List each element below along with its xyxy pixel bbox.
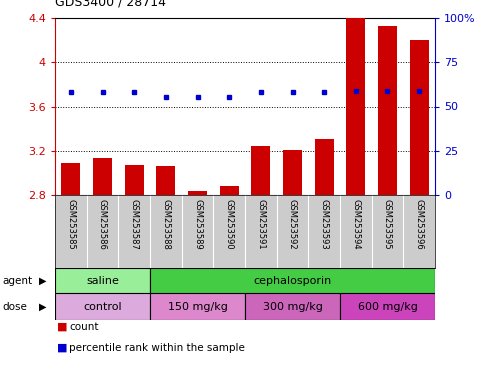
Text: dose: dose	[2, 301, 28, 311]
Text: saline: saline	[86, 275, 119, 285]
Text: count: count	[70, 322, 99, 332]
Text: GSM253589: GSM253589	[193, 199, 202, 249]
Bar	[93, 159, 112, 195]
Text: control: control	[83, 301, 122, 311]
Text: GSM253588: GSM253588	[161, 199, 170, 250]
Text: ■: ■	[57, 322, 68, 332]
Bar	[314, 139, 334, 195]
Bar	[150, 293, 245, 320]
Bar	[283, 150, 302, 195]
Text: GDS3400 / 28714: GDS3400 / 28714	[55, 0, 166, 8]
Text: 600 mg/kg: 600 mg/kg	[357, 301, 417, 311]
Text: 150 mg/kg: 150 mg/kg	[168, 301, 227, 311]
Bar	[340, 293, 435, 320]
Bar	[55, 268, 150, 293]
Bar	[188, 190, 207, 195]
Text: ▶: ▶	[39, 301, 47, 311]
Text: GSM253593: GSM253593	[320, 199, 328, 249]
Bar	[156, 166, 175, 195]
Text: percentile rank within the sample: percentile rank within the sample	[70, 343, 245, 353]
Bar	[125, 165, 143, 195]
Text: GSM253585: GSM253585	[66, 199, 75, 249]
Text: ▶: ▶	[39, 275, 47, 285]
Text: GSM253591: GSM253591	[256, 199, 265, 249]
Text: GSM253595: GSM253595	[383, 199, 392, 249]
Bar	[245, 293, 340, 320]
Text: ■: ■	[57, 343, 68, 353]
Bar	[150, 268, 435, 293]
Text: GSM253587: GSM253587	[129, 199, 139, 250]
Bar	[220, 186, 239, 195]
Bar	[55, 293, 150, 320]
Bar	[251, 146, 270, 195]
Text: agent: agent	[2, 275, 32, 285]
Bar	[410, 40, 429, 195]
Text: 300 mg/kg: 300 mg/kg	[263, 301, 323, 311]
Text: GSM253594: GSM253594	[351, 199, 360, 249]
Text: GSM253590: GSM253590	[225, 199, 234, 249]
Bar	[378, 26, 397, 195]
Text: GSM253586: GSM253586	[98, 199, 107, 250]
Bar	[61, 163, 80, 195]
Text: cephalosporin: cephalosporin	[254, 275, 332, 285]
Text: GSM253592: GSM253592	[288, 199, 297, 249]
Bar	[346, 18, 365, 195]
Text: GSM253596: GSM253596	[415, 199, 424, 249]
